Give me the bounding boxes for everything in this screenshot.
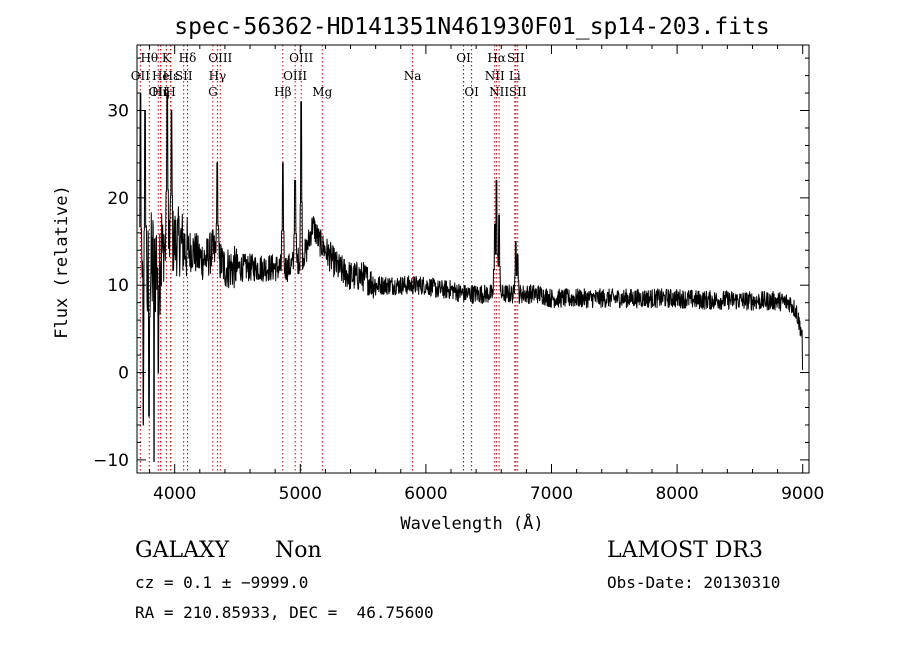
x-tick-label: 6000 (404, 484, 447, 504)
x-tick-label: 8000 (655, 484, 698, 504)
spectral-line-label: NII (489, 85, 509, 99)
spectral-line-label: Hα (487, 51, 506, 65)
x-axis-label: Wavelength (Å) (400, 512, 543, 534)
spectral-line-label: Hδ (179, 51, 197, 65)
x-tick-label: 5000 (279, 484, 322, 504)
spectral-line-label: Li (509, 69, 521, 83)
spectral-line-label: Hθ (140, 51, 158, 65)
spectral-line-label: G (208, 85, 218, 99)
spectral-line-label: Na (404, 69, 422, 83)
spectral-line-label: SII (509, 85, 527, 99)
x-tick-label: 9000 (781, 484, 824, 504)
coordinates-line: RA = 210.85933, DEC = 46.75600 (135, 603, 434, 622)
spectrum-line (139, 92, 803, 463)
spectral-line-label: SII (175, 69, 193, 83)
spectral-line-label: Hγ (209, 69, 227, 83)
spectral-line-markers (139, 45, 519, 473)
spectral-line-label: NII (485, 69, 505, 83)
x-tick-label: 7000 (530, 484, 573, 504)
obs-date-line: Obs-Date: 20130310 (607, 573, 781, 592)
spectral-line-label: Hβ (274, 85, 291, 99)
x-tick-label: 4000 (153, 484, 196, 504)
axis-tick-labels: 4000 5000 6000 7000 8000 9000 −10 0 10 20 30 (93, 102, 824, 504)
y-tick-label: −10 (93, 451, 129, 471)
spectral-line-label: Hη (152, 85, 170, 99)
spectral-line-labels: OIIHθOIIHηHeKHHεSIIHδGHγOIIIHβOIIIOIIIMg… (131, 51, 527, 99)
spectral-line-label: OII (149, 85, 169, 99)
spectral-line-label: He (152, 69, 170, 83)
spectral-line-label: OI (456, 51, 471, 65)
object-class: GALAXY (135, 538, 230, 563)
spectral-line-label: OIII (289, 51, 313, 65)
spectral-line-label: SII (507, 51, 525, 65)
spectral-line-label: OIII (283, 69, 307, 83)
y-tick-label: 10 (107, 276, 129, 296)
chart-title: spec-56362-HD141351N461930F01_sp14-203.f… (174, 14, 769, 40)
y-tick-label: 20 (107, 189, 129, 209)
plot-frame (136, 44, 810, 474)
y-axis-label: Flux (relative) (52, 185, 72, 339)
redshift-line: cz = 0.1 ± −9999.0 (135, 573, 309, 592)
spectral-line-label: K (162, 51, 172, 65)
spectral-line-label: H (165, 85, 175, 99)
spectral-line-label: Hε (163, 69, 180, 83)
y-tick-label: 30 (107, 102, 129, 122)
object-subclass: Non (275, 538, 322, 563)
y-tick-label: 0 (118, 364, 129, 384)
axis-ticks (137, 45, 809, 473)
spectral-line-label: Mg (312, 85, 332, 99)
spectral-line-label: OI (464, 85, 479, 99)
spectral-line-label: OIII (208, 51, 232, 65)
survey-name: LAMOST DR3 (607, 538, 763, 563)
